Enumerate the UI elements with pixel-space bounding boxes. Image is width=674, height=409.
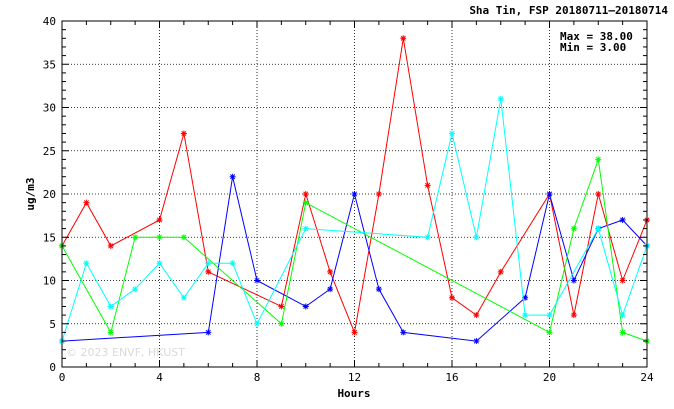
- data-point-marker: [180, 130, 187, 137]
- min-label: Min = 3.00: [560, 41, 626, 54]
- data-point-marker: [205, 260, 212, 267]
- data-point-marker: [449, 294, 455, 301]
- data-point-marker: [278, 303, 285, 310]
- data-point-marker: [473, 234, 480, 241]
- data-point-marker: [132, 286, 139, 293]
- y-tick-label: 5: [49, 318, 56, 331]
- data-point-marker: [449, 130, 455, 137]
- data-point-marker: [473, 338, 480, 345]
- y-tick-label: 15: [43, 231, 56, 244]
- data-point-marker: [570, 277, 577, 284]
- data-point-marker: [375, 286, 382, 293]
- y-tick-label: 20: [43, 188, 56, 201]
- data-point-marker: [546, 329, 553, 336]
- data-point-marker: [83, 260, 90, 267]
- ticks: 0 4 8 12 16 20 24 0 5 10 15 20 25 30 35 40: [43, 15, 654, 384]
- data-point-marker: [107, 329, 114, 336]
- x-tick-label: 8: [254, 371, 261, 384]
- data-point-marker: [497, 268, 504, 275]
- data-point-marker: [327, 286, 334, 293]
- data-point-marker: [619, 277, 626, 284]
- y-tick-label: 10: [43, 275, 56, 288]
- data-point-marker: [400, 35, 407, 42]
- y-tick-label: 35: [43, 58, 56, 71]
- x-tick-label: 16: [445, 371, 458, 384]
- data-point-marker: [619, 329, 626, 336]
- y-tick-label: 25: [43, 145, 56, 158]
- x-axis-label: Hours: [337, 387, 370, 400]
- series-2: [59, 173, 650, 345]
- data-point-marker: [546, 191, 553, 197]
- data-point-marker: [375, 191, 382, 197]
- data-point-marker: [229, 173, 236, 180]
- data-point-marker: [107, 242, 114, 249]
- data-point-marker: [180, 234, 187, 241]
- data-point-marker: [595, 191, 602, 197]
- x-tick-label: 20: [543, 371, 556, 384]
- data-point-marker: [400, 329, 407, 336]
- y-tick-label: 40: [43, 15, 56, 28]
- x-tick-label: 12: [348, 371, 361, 384]
- x-tick-label: 24: [640, 371, 654, 384]
- y-tick-label: 30: [43, 102, 56, 115]
- data-point-marker: [254, 320, 260, 327]
- data-point-marker: [132, 234, 139, 241]
- data-point-marker: [570, 225, 577, 232]
- max-label: Max = 38.00: [560, 30, 633, 43]
- data-point-marker: [229, 260, 236, 267]
- data-point-marker: [424, 234, 431, 241]
- data-point-marker: [497, 95, 504, 102]
- data-point-marker: [302, 191, 309, 197]
- data-point-marker: [205, 268, 212, 275]
- data-point-marker: [619, 312, 626, 319]
- series-line: [61, 159, 648, 342]
- data-point-marker: [424, 182, 431, 189]
- data-point-marker: [302, 199, 309, 206]
- watermark: © 2023 ENVF, HKUST: [66, 346, 185, 359]
- data-point-marker: [254, 277, 260, 284]
- x-tick-label: 0: [59, 371, 66, 384]
- data-point-marker: [302, 225, 309, 232]
- data-point-marker: [570, 312, 577, 319]
- data-point-marker: [351, 191, 358, 197]
- data-point-marker: [205, 329, 212, 336]
- grid: [62, 21, 647, 367]
- data-point-marker: [619, 216, 626, 223]
- data-point-marker: [327, 268, 334, 275]
- data-point-marker: [278, 320, 285, 327]
- data-point-marker: [522, 312, 529, 319]
- chart-title: Sha Tin, FSP 20180711–20180714: [469, 4, 668, 17]
- data-point-marker: [83, 199, 90, 206]
- data-point-marker: [156, 234, 163, 241]
- data-point-marker: [351, 329, 358, 336]
- data-point-marker: [473, 312, 480, 319]
- series-line: [61, 176, 648, 342]
- data-point-marker: [156, 216, 163, 223]
- y-tick-label: 0: [49, 361, 56, 374]
- data-point-marker: [522, 294, 529, 301]
- series-1: [59, 35, 650, 336]
- y-axis-label: ug/m3: [24, 177, 37, 210]
- data-point-marker: [107, 303, 114, 310]
- x-tick-label: 4: [156, 371, 163, 384]
- data-point-marker: [156, 260, 163, 267]
- data-point-marker: [302, 303, 309, 310]
- data-point-marker: [180, 294, 187, 301]
- data-point-marker: [595, 225, 602, 232]
- data-point-marker: [546, 312, 553, 319]
- data-point-marker: [595, 156, 602, 163]
